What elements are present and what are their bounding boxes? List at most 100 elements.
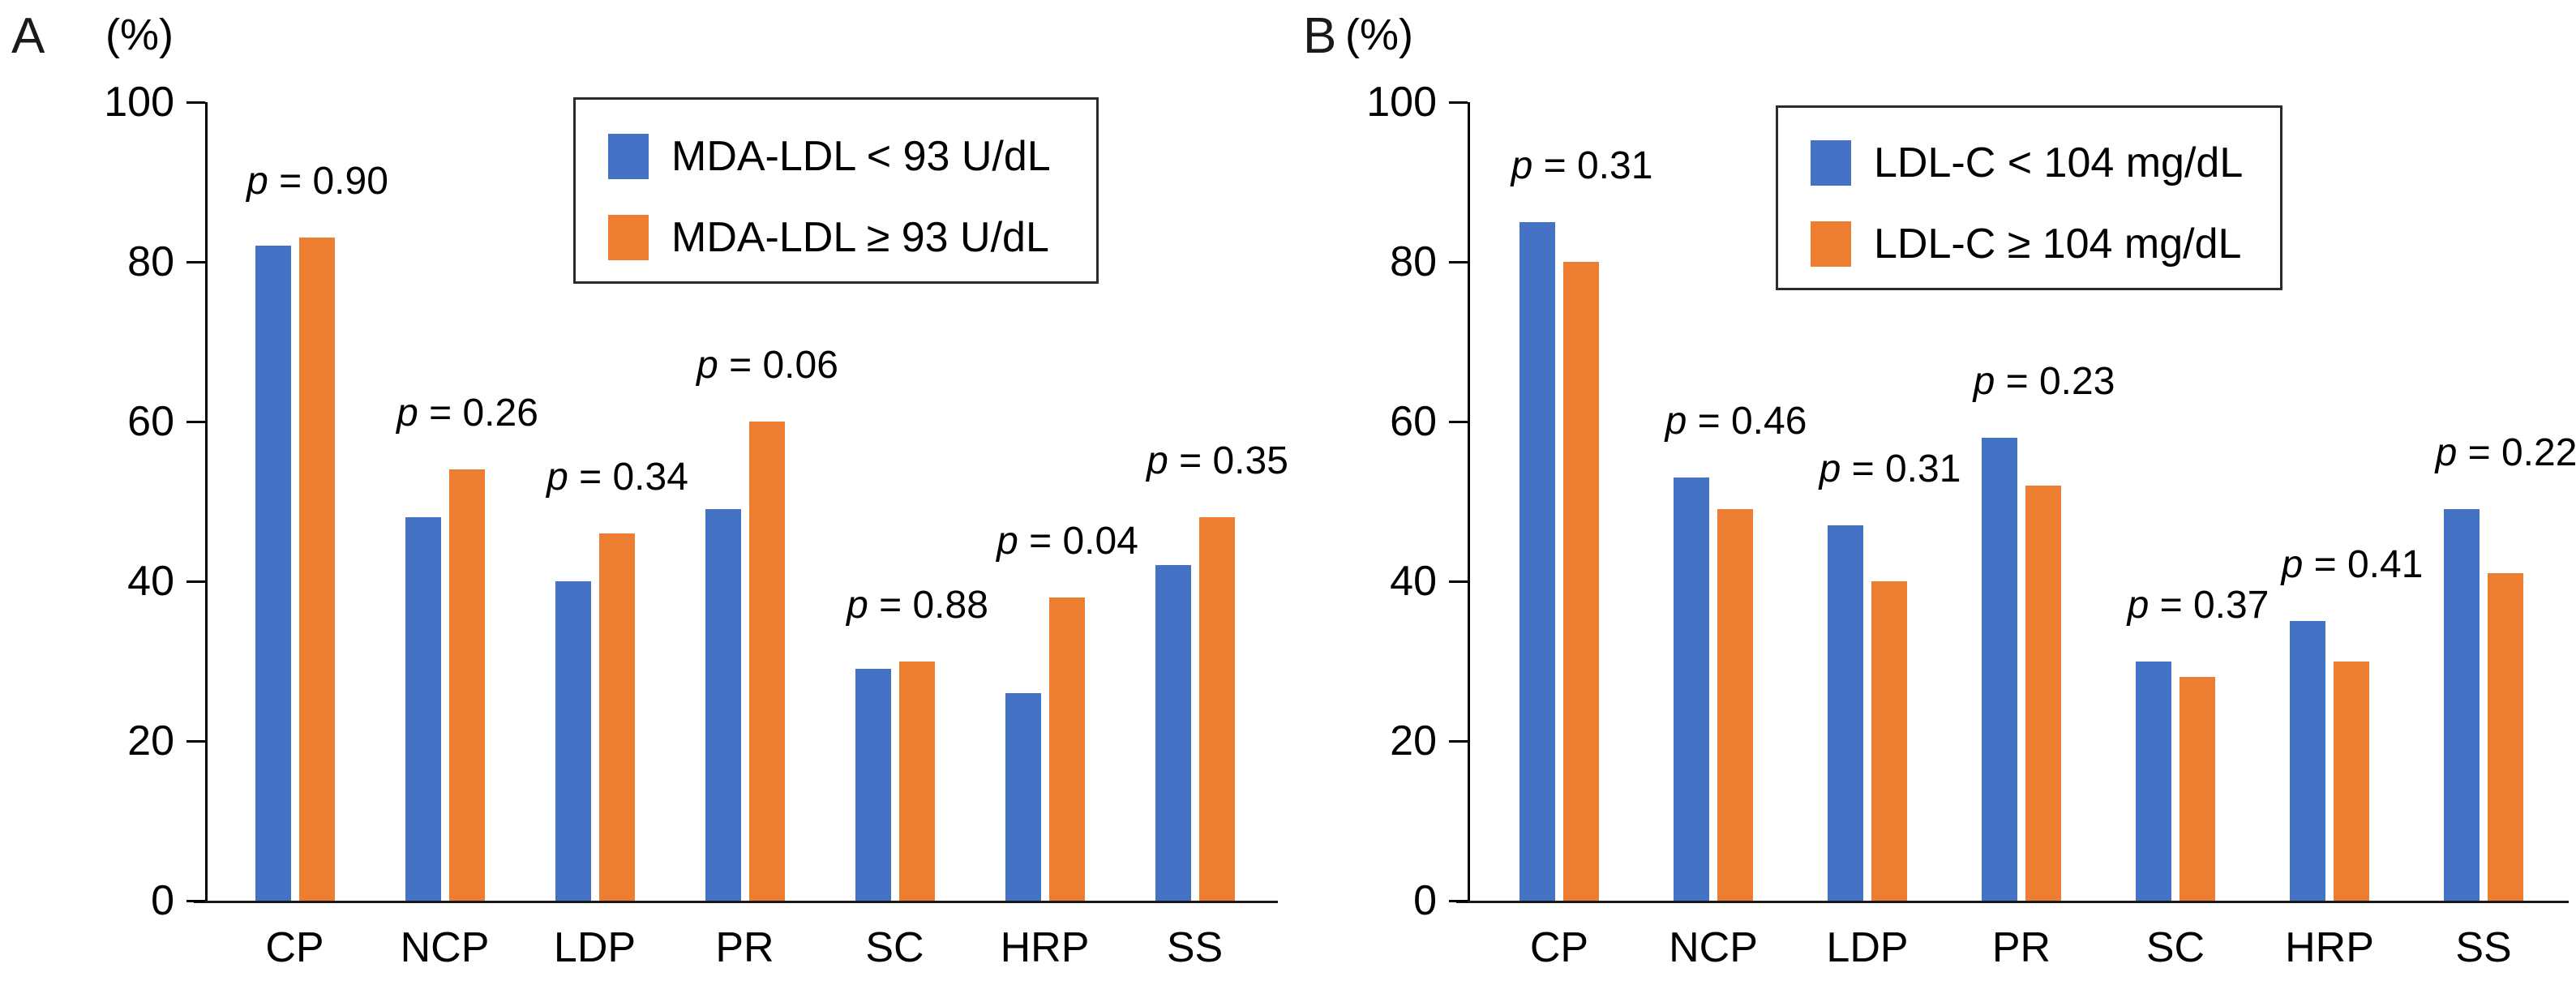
legend: MDA-LDL < 93 U/dL MDA-LDL ≥ 93 U/dL [573, 97, 1099, 284]
y-tick-label-40: 40 [127, 558, 174, 605]
bar-series2-ss [1198, 517, 1235, 901]
p-value-equals: = [268, 160, 313, 203]
p-value-sc: p = 0.88 [788, 583, 1048, 627]
y-tick-100 [1449, 101, 1468, 104]
x-label-pr: PR [1991, 924, 2051, 971]
bar-series1-sc [2136, 661, 2171, 901]
p-value-variable: p [697, 344, 718, 387]
p-value-variable: p [1973, 359, 1995, 403]
x-label-hrp: HRP [1000, 924, 1090, 971]
p-value-number: 0.31 [1576, 143, 1653, 187]
p-value-hrp: p = 0.04 [938, 519, 1198, 563]
bar-series2-ncp [1717, 509, 1753, 901]
bar-series2-cp [1563, 262, 1599, 901]
legend-swatch-orange [608, 215, 649, 260]
bar-series1-pr [1982, 437, 2017, 901]
legend-label-series2: LDL-C ≥ 104 mg/dL [1874, 221, 2242, 268]
legend-swatch-orange [1811, 221, 1851, 267]
y-tick-40 [1449, 580, 1468, 583]
bar-series2-sc [2180, 677, 2215, 901]
y-tick-label-80: 80 [1390, 238, 1437, 285]
panel-b-label: B [1303, 8, 1337, 64]
y-tick-label-60: 60 [127, 398, 174, 445]
p-value-equals: = [1841, 448, 1885, 491]
p-value-ss: p = 0.35 [1088, 442, 1348, 481]
x-label-ss: SS [1166, 924, 1224, 971]
bar-series2-ldp [1871, 581, 1907, 901]
panel-a-y-axis-unit: (%) [105, 11, 174, 59]
y-tick-label-100: 100 [1366, 79, 1437, 126]
x-label-ncp: NCP [1669, 924, 1758, 971]
p-value-equals: = [1995, 359, 2039, 403]
y-tick-60 [1449, 420, 1468, 423]
p-value-ncp: p = 0.26 [338, 394, 598, 433]
x-label-ncp: NCP [400, 924, 490, 971]
y-axis-line [205, 102, 208, 901]
x-label-cp: CP [265, 924, 324, 971]
p-value-variable: p [396, 392, 418, 435]
legend: LDL-C < 104 mg/dL LDL-C ≥ 104 mg/dL [1776, 105, 2282, 290]
p-value-ldp: p = 0.31 [1760, 450, 2020, 489]
p-value-equals: = [1018, 519, 1063, 563]
p-value-equals: = [2149, 583, 2193, 627]
p-value-cp: p = 0.90 [188, 162, 448, 201]
p-value-variable: p [2281, 543, 2304, 587]
p-value-number: 0.04 [1062, 519, 1138, 563]
y-tick-label-100: 100 [104, 79, 174, 126]
p-value-number: 0.34 [612, 455, 688, 499]
panel-a-label: A [11, 8, 45, 64]
p-value-variable: p [1819, 448, 1841, 491]
p-value-equals: = [1687, 399, 1731, 443]
y-tick-0 [1449, 899, 1468, 902]
p-value-variable: p [847, 583, 868, 627]
p-value-number: 0.31 [1884, 448, 1961, 491]
p-value-equals: = [568, 455, 613, 499]
x-label-sc: SC [2145, 924, 2205, 971]
p-value-pr: p = 0.06 [638, 346, 898, 385]
p-value-variable: p [246, 160, 268, 203]
p-value-variable: p [1665, 399, 1687, 443]
p-value-equals: = [718, 344, 763, 387]
p-value-number: 0.26 [462, 392, 538, 435]
p-value-pr: p = 0.23 [1914, 362, 2174, 401]
y-tick-20 [186, 739, 205, 743]
bar-series2-ncp [448, 469, 485, 901]
y-tick-40 [186, 580, 205, 583]
bar-series1-ldp [1828, 525, 1863, 901]
p-value-number: 0.23 [2038, 359, 2115, 403]
p-value-number: 0.90 [312, 160, 388, 203]
bar-series1-ldp [555, 581, 591, 901]
x-label-ldp: LDP [1826, 924, 1909, 971]
y-tick-80 [186, 260, 205, 263]
bar-series1-ss [1155, 565, 1191, 901]
legend-item-series1: MDA-LDL < 93 U/dL [608, 134, 1051, 179]
panel-b-y-axis-unit: (%) [1345, 11, 1413, 59]
x-label-ldp: LDP [553, 924, 636, 971]
y-tick-20 [1449, 739, 1468, 743]
bar-series1-cp [1519, 221, 1555, 901]
p-value-variable: p [1147, 439, 1168, 483]
x-label-pr: PR [715, 924, 774, 971]
legend-item-series2: MDA-LDL ≥ 93 U/dL [608, 215, 1049, 260]
p-value-variable: p [546, 455, 568, 499]
p-value-number: 0.88 [912, 583, 988, 627]
p-value-variable: p [997, 519, 1018, 563]
panel-a: A (%) 0 20 40 60 80 100 CP p = 0.90 NCP p = 0.26 L… [11, 8, 1288, 971]
legend-swatch-blue [608, 134, 649, 179]
p-value-sc: p = 0.37 [2068, 583, 2328, 627]
p-value-ncp: p = 0.46 [1606, 399, 1866, 443]
p-value-equals: = [2303, 543, 2347, 587]
legend-item-series2: LDL-C ≥ 104 mg/dL [1811, 221, 2241, 267]
p-value-number: 0.35 [1212, 439, 1288, 483]
p-value-number: 0.22 [2501, 431, 2576, 475]
x-label-hrp: HRP [2285, 924, 2374, 971]
y-tick-label-80: 80 [127, 238, 174, 285]
legend-label-series2: MDA-LDL ≥ 93 U/dL [671, 214, 1049, 261]
p-value-equals: = [2457, 431, 2501, 475]
legend-item-series1: LDL-C < 104 mg/dL [1811, 140, 2243, 186]
y-tick-label-0: 0 [151, 877, 174, 924]
legend-label-series1: LDL-C < 104 mg/dL [1874, 139, 2244, 186]
x-axis-line [194, 901, 1278, 903]
y-tick-60 [186, 420, 205, 423]
bar-series1-ncp [405, 517, 441, 901]
